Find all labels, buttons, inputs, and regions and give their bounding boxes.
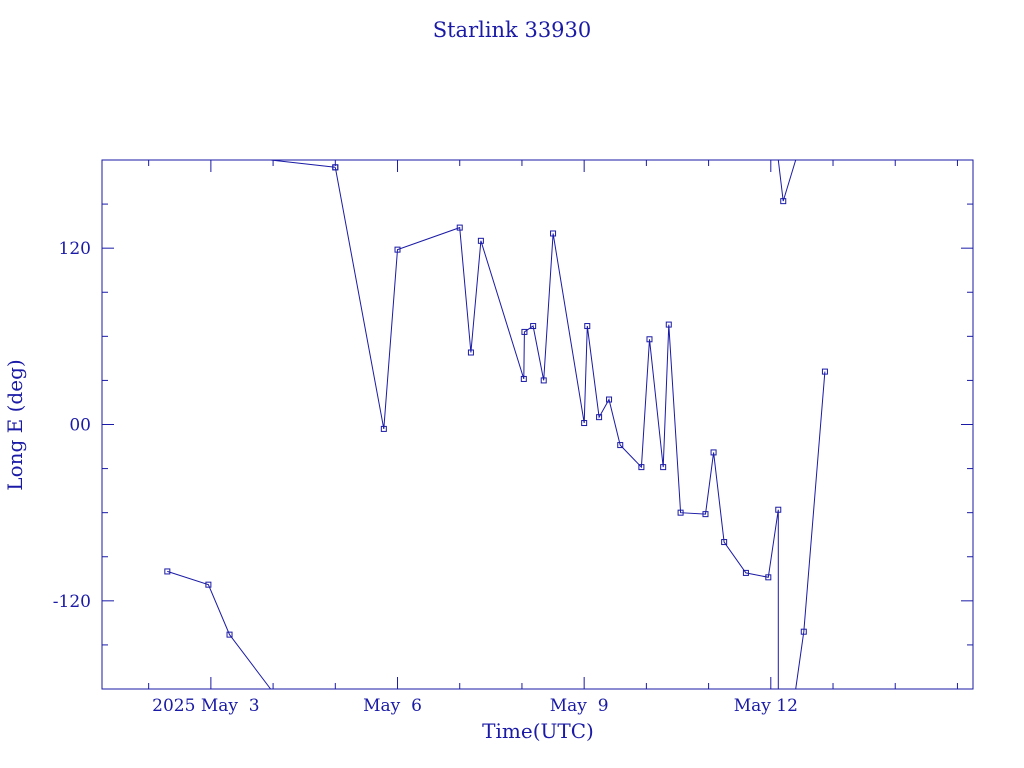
x-tick-label: May 6 (363, 696, 422, 716)
data-point (780, 198, 787, 205)
data-point (665, 321, 672, 328)
data-point (540, 377, 547, 384)
axis-ticks (102, 160, 973, 689)
data-point (550, 230, 557, 237)
y-tick-label: 00 (69, 416, 91, 436)
data-point (765, 574, 772, 581)
data-point (521, 328, 528, 335)
data-point (530, 323, 537, 330)
y-tick-label: -120 (53, 592, 91, 612)
data-point (617, 442, 624, 449)
data-point (710, 449, 717, 456)
series-line (334, 167, 779, 689)
data-point (638, 464, 645, 471)
data-point (596, 414, 603, 421)
data-point (332, 164, 339, 171)
x-tick-label: 2025 May 3 (152, 696, 259, 716)
data-point (721, 539, 728, 546)
data-point (821, 368, 828, 375)
data-point (606, 396, 613, 403)
series-line (167, 570, 271, 690)
data-point (205, 581, 212, 588)
chart-title: Starlink 33930 (433, 18, 592, 42)
series-line (777, 159, 797, 202)
x-axis-label: Time(UTC) (482, 719, 594, 743)
data-point (226, 631, 233, 638)
series-lines (167, 159, 826, 690)
axis-tick-labels: 2025 May 3 May 6 May 9 May 12 120 00 -120 (53, 239, 798, 716)
data-point (775, 506, 782, 513)
series-markers (164, 164, 828, 638)
data-point (520, 375, 527, 382)
data-point (660, 464, 667, 471)
data-point (742, 569, 749, 576)
data-point (584, 323, 591, 330)
y-tick-label: 120 (59, 239, 91, 259)
data-point (467, 349, 474, 356)
data-point (394, 246, 401, 253)
plot-frame (101, 159, 974, 690)
y-axis-label: Long E (deg) (3, 359, 27, 490)
series-line (795, 371, 826, 690)
data-point (380, 425, 387, 432)
x-tick-label: May 9 (550, 696, 609, 716)
data-point (702, 511, 709, 518)
series-line (270, 159, 336, 168)
data-point (800, 628, 807, 635)
data-point (477, 237, 484, 244)
data-point (581, 420, 588, 427)
data-point (164, 568, 171, 575)
plot-area (164, 159, 828, 690)
data-point (646, 336, 653, 343)
data-point (677, 509, 684, 516)
x-tick-label: May 12 (734, 696, 798, 716)
data-point (456, 224, 463, 231)
